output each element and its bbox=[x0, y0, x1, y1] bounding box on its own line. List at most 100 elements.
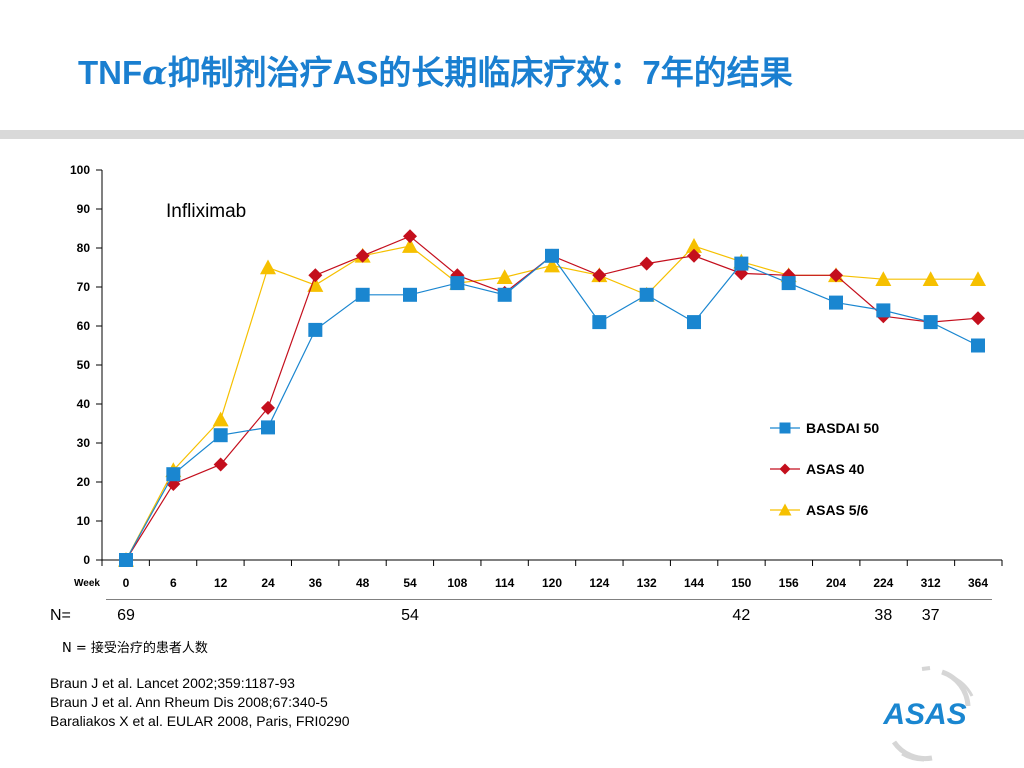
n-value-week-0: 69 bbox=[117, 607, 135, 624]
point-basdai-50-144 bbox=[687, 315, 701, 330]
y-tick-label-80: 80 bbox=[77, 241, 91, 255]
legend-marker-asas-5-6 bbox=[778, 503, 792, 516]
point-asas-40-132 bbox=[639, 256, 654, 271]
y-tick-label-30: 30 bbox=[77, 436, 91, 450]
point-basdai-50-48 bbox=[355, 287, 370, 302]
point-asas-40-204 bbox=[829, 268, 843, 283]
point-asas-40-364 bbox=[971, 311, 985, 326]
point-asas-40-12 bbox=[213, 457, 228, 472]
x-tick-label-312: 312 bbox=[921, 576, 941, 590]
point-asas-40-24 bbox=[261, 400, 275, 415]
y-tick-label-100: 100 bbox=[70, 163, 90, 177]
chart-legend: BASDAI 50 ASAS 40 ASAS 5/6 bbox=[770, 420, 879, 518]
legend-label-basdai-50: BASDAI 50 bbox=[806, 420, 879, 436]
point-basdai-50-36 bbox=[308, 322, 323, 337]
n-row-label: N= bbox=[50, 607, 71, 624]
n-value-week-312: 37 bbox=[921, 607, 940, 624]
title-part2: AS bbox=[332, 54, 379, 91]
y-tick-label-40: 40 bbox=[77, 397, 91, 411]
point-asas-40-36 bbox=[308, 268, 323, 283]
point-asas-40-54 bbox=[403, 229, 417, 244]
chart-annotation: Infliximab bbox=[166, 201, 246, 222]
legend-label-asas-40: ASAS 40 bbox=[806, 461, 865, 477]
point-asas-5-6-312 bbox=[922, 271, 939, 286]
point-asas-40-124 bbox=[592, 268, 607, 283]
point-basdai-50-120 bbox=[545, 248, 559, 263]
y-tick-label-0: 0 bbox=[83, 553, 90, 567]
point-asas-5-6-144 bbox=[686, 238, 702, 253]
point-basdai-50-24 bbox=[261, 420, 275, 435]
x-axis-label: Week bbox=[74, 578, 100, 589]
x-tick-label-48: 48 bbox=[356, 576, 370, 590]
title-part4: 7 bbox=[642, 54, 661, 91]
n-value-week-224: 38 bbox=[874, 607, 893, 624]
point-basdai-50-0 bbox=[119, 553, 133, 567]
x-tick-label-150: 150 bbox=[731, 576, 751, 590]
point-basdai-50-6 bbox=[166, 467, 181, 482]
legend-marker-basdai-50 bbox=[779, 422, 791, 434]
page-title: TNFα抑制剂治疗AS的长期临床疗效：7年的结果 bbox=[78, 48, 978, 98]
legend-marker-asas-40 bbox=[779, 463, 791, 475]
point-basdai-50-108 bbox=[450, 276, 465, 291]
point-basdai-50-12 bbox=[213, 428, 228, 443]
title-greek: α bbox=[142, 53, 168, 92]
x-tick-label-132: 132 bbox=[637, 576, 657, 590]
chart-labels: Infliximab bbox=[166, 201, 246, 222]
n-value-week-54: 54 bbox=[401, 607, 419, 624]
point-basdai-50-204 bbox=[829, 295, 843, 310]
point-basdai-50-54 bbox=[403, 287, 417, 302]
x-tick-label-204: 204 bbox=[826, 576, 846, 590]
x-tick-label-124: 124 bbox=[589, 576, 609, 590]
chart-axes: 0 10 20 30 40 50 60 70 80 90 100 0 6 12 24 36 48 54 108 114… bbox=[70, 163, 1003, 600]
point-basdai-50-156 bbox=[781, 276, 796, 291]
reference-3: Baraliakos X et al. EULAR 2008, Paris, F… bbox=[50, 713, 350, 729]
references: Braun J et al. Lancet 2002;359:1187-93 B… bbox=[50, 674, 350, 731]
y-tick-label-60: 60 bbox=[77, 319, 91, 333]
chart-series bbox=[118, 229, 986, 567]
x-tick-label-144: 144 bbox=[684, 576, 704, 590]
x-tick-label-12: 12 bbox=[214, 576, 228, 590]
x-tick-label-54: 54 bbox=[403, 576, 417, 590]
point-asas-5-6-120 bbox=[544, 257, 560, 273]
x-tick-label-114: 114 bbox=[495, 576, 515, 590]
point-basdai-50-114 bbox=[497, 287, 512, 302]
y-tick-label-90: 90 bbox=[77, 202, 91, 216]
point-asas-5-6-12 bbox=[212, 411, 229, 427]
point-asas-5-6-24 bbox=[260, 259, 276, 275]
y-tick-label-20: 20 bbox=[77, 475, 91, 489]
x-tick-label-36: 36 bbox=[309, 576, 323, 590]
point-basdai-50-224 bbox=[876, 303, 891, 318]
x-tick-label-224: 224 bbox=[873, 576, 893, 590]
x-tick-label-24: 24 bbox=[261, 576, 275, 590]
point-asas-40-48 bbox=[355, 248, 370, 263]
reference-2: Braun J et al. Ann Rheum Dis 2008;67:340… bbox=[50, 694, 328, 710]
line-chart: 0 10 20 30 40 50 60 70 80 90 100 0 6 12 24 36 48 54 108 114… bbox=[70, 163, 1003, 600]
point-asas-5-6-54 bbox=[402, 238, 418, 253]
title-prefix: TNF bbox=[78, 54, 143, 91]
x-tick-label-156: 156 bbox=[779, 576, 799, 590]
y-tick-label-50: 50 bbox=[77, 358, 91, 372]
n-value-week-150: 42 bbox=[732, 607, 751, 624]
x-tick-label-364: 364 bbox=[968, 576, 988, 590]
title-part5: 年的结果 bbox=[660, 53, 793, 92]
title-part3: 的长期临床疗效： bbox=[378, 53, 643, 92]
point-asas-40-144 bbox=[687, 248, 701, 263]
point-basdai-50-364 bbox=[971, 338, 985, 353]
asas-logo: ASAS bbox=[882, 666, 974, 762]
x-tick-label-108: 108 bbox=[447, 576, 467, 590]
y-tick-label-70: 70 bbox=[77, 280, 91, 294]
point-basdai-50-124 bbox=[592, 315, 607, 330]
legend-label-asas-5-6: ASAS 5/6 bbox=[806, 502, 868, 518]
y-tick-label-10: 10 bbox=[77, 514, 91, 528]
n-note: N = 接受治疗的患者人数 bbox=[62, 641, 208, 656]
x-tick-label-120: 120 bbox=[542, 576, 562, 590]
x-tick-label-0: 0 bbox=[123, 576, 130, 590]
logo-text: ASAS bbox=[882, 698, 966, 731]
point-asas-5-6-364 bbox=[970, 271, 986, 286]
point-asas-5-6-224 bbox=[875, 271, 892, 286]
title-divider bbox=[0, 130, 1024, 139]
x-tick-label-6: 6 bbox=[170, 576, 177, 590]
point-basdai-50-150 bbox=[734, 256, 749, 271]
reference-1: Braun J et al. Lancet 2002;359:1187-93 bbox=[50, 675, 295, 691]
title-part1: 抑制剂治疗 bbox=[167, 53, 333, 92]
